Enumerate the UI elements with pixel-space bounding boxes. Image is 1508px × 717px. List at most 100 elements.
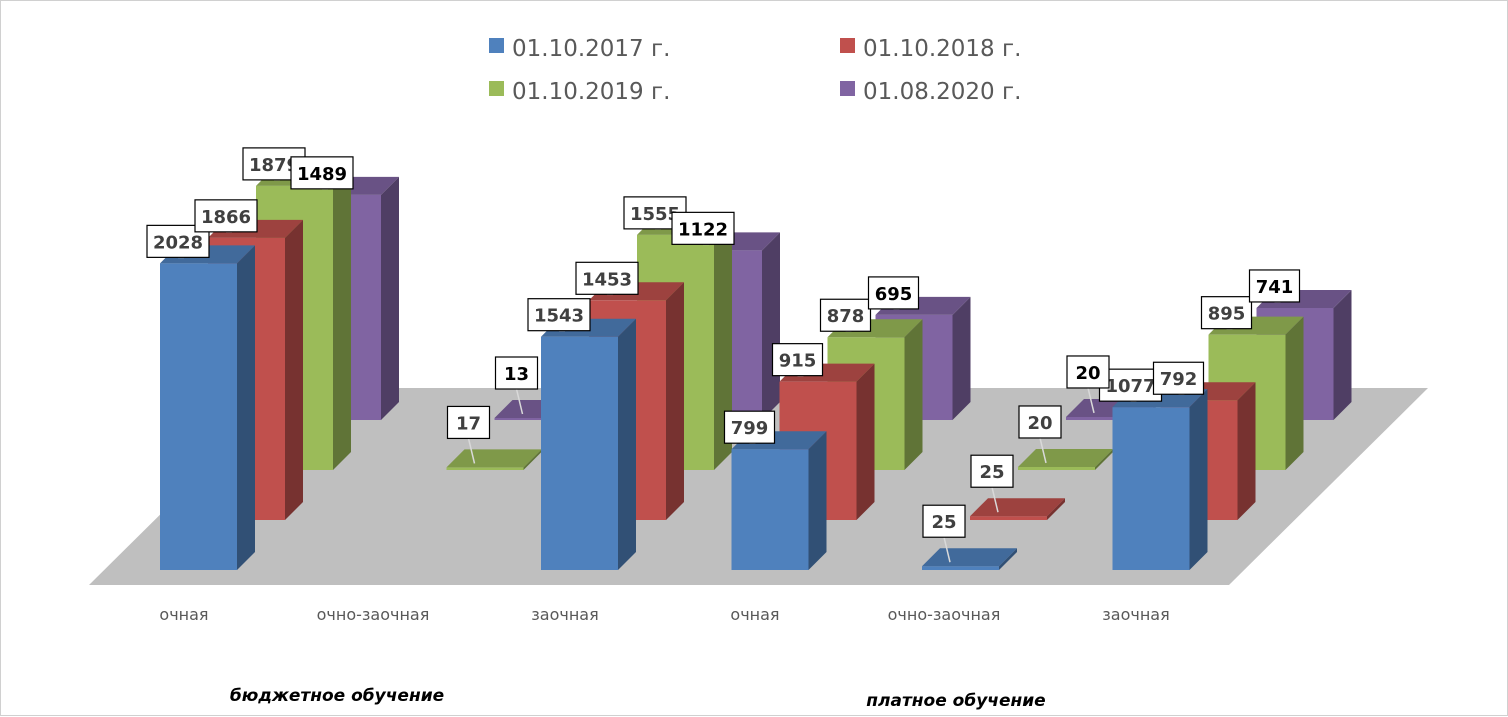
data-label-01-10-2018-3: 1453 xyxy=(575,261,639,296)
bar-01-10-2018-5 xyxy=(970,498,1065,520)
data-label-01-10-2019-5: 20 xyxy=(1018,405,1062,464)
data-label-01-08-2020-6: 741 xyxy=(1248,269,1301,303)
legend-item-01-10-2017: 01.10.2017 г. xyxy=(489,36,670,62)
legend-swatch xyxy=(840,81,855,96)
bar-side-face xyxy=(1285,316,1304,470)
data-label-box xyxy=(527,298,591,332)
data-label-01-10-2018-6: 792 xyxy=(1152,361,1205,395)
bar-front-face xyxy=(1112,407,1190,570)
data-label-01-08-2020-2: 13 xyxy=(494,356,539,415)
bar-side-face xyxy=(1095,448,1113,470)
data-label-01-08-2020-1: 1489 xyxy=(290,156,354,190)
legend-label: 01.08.2020 г. xyxy=(863,79,1021,105)
data-label-box xyxy=(446,405,491,440)
bar-side-face xyxy=(523,449,542,470)
plot-area xyxy=(89,167,1428,585)
category-label-1: очная xyxy=(159,605,208,624)
bar-side-face xyxy=(762,232,780,420)
data-label-01-10-2019-2: 17 xyxy=(446,405,491,464)
bar-side-face xyxy=(714,216,732,470)
data-label-text: 1543 xyxy=(534,306,584,327)
data-label-text: 1122 xyxy=(678,219,728,240)
bar-side-face xyxy=(1237,382,1256,520)
data-label-text: 799 xyxy=(731,418,769,439)
legend-swatch xyxy=(840,38,855,53)
data-label-text: 25 xyxy=(979,462,1004,483)
data-label-text: 2028 xyxy=(153,232,203,253)
leader-line xyxy=(943,537,951,563)
bar-side-face xyxy=(237,245,255,570)
data-label-01-10-2018-1: 1866 xyxy=(194,199,258,233)
category-label-6: заочная xyxy=(1102,605,1169,624)
data-label-01-08-2020-4: 695 xyxy=(867,276,920,310)
bar-01-10-2019-2 xyxy=(446,449,542,470)
data-label-text: 792 xyxy=(1160,369,1198,390)
bar-top-face xyxy=(446,449,542,468)
category-axis: очная очно-заочная заочная очная очно-заочна… xyxy=(159,605,1169,711)
data-label-box xyxy=(1200,296,1253,330)
data-label-box xyxy=(867,276,920,310)
data-label-01-10-2017-5: 25 xyxy=(922,504,966,563)
data-label-box xyxy=(575,261,639,295)
data-label-box xyxy=(1248,269,1301,303)
data-label-01-10-2017-4: 799 xyxy=(723,410,776,444)
bar-side-face xyxy=(285,219,303,521)
data-label-text: 1879 xyxy=(249,155,299,176)
group-label-1: бюджетное обучение xyxy=(230,686,444,706)
category-label-5: очно-заочная xyxy=(888,605,1001,624)
bar-side-face xyxy=(1333,289,1352,420)
data-label-box xyxy=(970,454,1014,488)
category-label-3: заочная xyxy=(531,605,598,624)
data-label-01-08-2020-3: 1122 xyxy=(671,211,735,246)
legend-label: 01.10.2017 г. xyxy=(512,36,670,62)
bar-front-face xyxy=(731,449,809,570)
data-label-text: 20 xyxy=(1075,363,1100,384)
data-label-box xyxy=(290,156,354,190)
leader-line xyxy=(1039,437,1047,464)
data-label-box xyxy=(494,356,539,390)
bar-01-10-2019-5 xyxy=(1018,448,1113,470)
bar-side-face xyxy=(1047,498,1065,520)
bar-side-face xyxy=(808,431,827,570)
data-label-text: 1555 xyxy=(630,204,680,225)
legend-item-01-08-2020: 01.08.2020 г. xyxy=(840,79,1021,105)
bar-side-face xyxy=(999,548,1017,570)
data-label-box xyxy=(771,343,824,377)
bar-top-face xyxy=(922,548,1017,567)
bar-side-face xyxy=(618,318,636,570)
bar-side-face xyxy=(904,319,923,470)
leader-line xyxy=(991,487,999,513)
legend-swatch xyxy=(489,38,504,53)
legend: 01.10.2017 г. 01.10.2018 г. 01.10.2019 г. 0… xyxy=(489,36,1021,105)
leader-line xyxy=(467,438,476,464)
leader-line xyxy=(1087,387,1095,414)
bar-side-face xyxy=(856,363,875,520)
bar-front-face xyxy=(970,516,1047,520)
leader-line xyxy=(515,388,524,415)
data-label-01-08-2020-5: 20 xyxy=(1066,355,1110,414)
legend-swatch xyxy=(489,81,504,96)
data-labels: 2028 1543 799 25 1077 1866 1453 915 25 792 1879 17 1… xyxy=(146,147,1301,563)
category-label-2: очно-заочная xyxy=(317,605,430,624)
data-label-01-10-2017-1: 2028 xyxy=(146,224,210,259)
data-label-text: 25 xyxy=(931,512,956,533)
bar-side-face xyxy=(333,167,351,470)
data-label-text: 17 xyxy=(456,413,481,434)
data-label-box xyxy=(1018,405,1062,439)
bar-front-face xyxy=(494,418,572,420)
group-label-2: платное обучение xyxy=(866,691,1045,711)
data-label-text: 895 xyxy=(1208,304,1246,325)
data-label-01-10-2019-6: 895 xyxy=(1200,296,1253,330)
data-label-text: 915 xyxy=(779,351,817,372)
data-label-01-10-2018-4: 915 xyxy=(771,343,824,377)
bar-top-face xyxy=(1018,448,1113,467)
data-label-box xyxy=(194,199,258,233)
data-label-text: 1489 xyxy=(297,164,347,185)
bar-01-10-2017-5 xyxy=(922,548,1017,570)
bar-01-10-2017-1 xyxy=(160,245,255,570)
bar-front-face xyxy=(541,336,618,570)
bar-front-face xyxy=(922,566,999,570)
bar-01-10-2017-4 xyxy=(731,431,827,570)
data-label-box xyxy=(1152,361,1205,395)
